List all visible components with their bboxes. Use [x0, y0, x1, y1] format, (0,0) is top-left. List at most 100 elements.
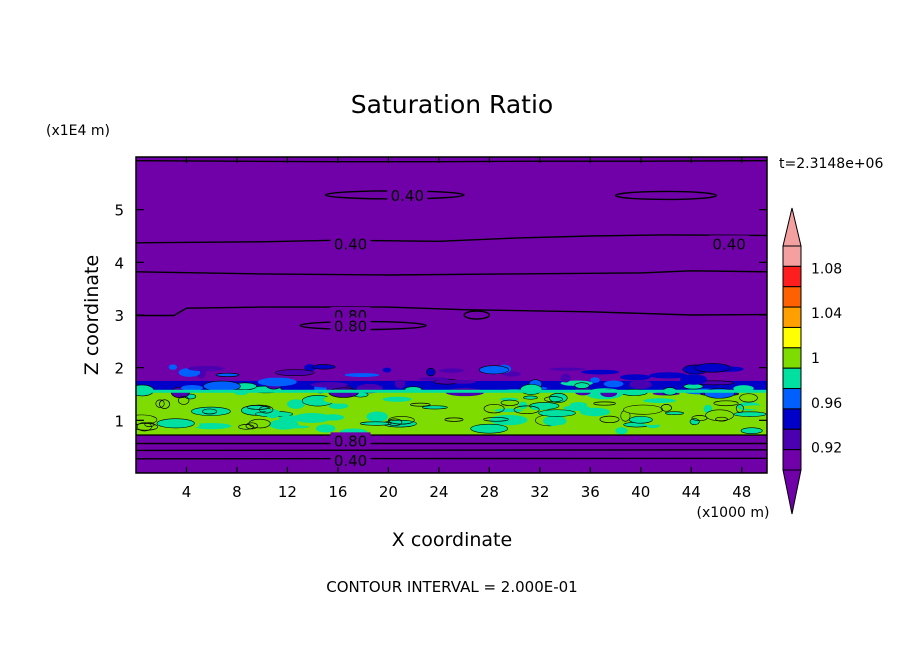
cloud-contour [246, 404, 271, 410]
cloud-patch [569, 402, 588, 408]
x-tick-label: 36 [581, 483, 600, 501]
contour-label: 0.80 [334, 432, 367, 450]
x-unit-label: (x1000 m) [697, 505, 770, 521]
cloud-contour [599, 415, 620, 424]
contour-label-bg [330, 451, 371, 467]
cloud-contour [444, 417, 464, 422]
cloud-patch [257, 377, 297, 387]
cloud-patch [615, 427, 628, 435]
x-tick-label: 24 [429, 483, 448, 501]
y-tick-label: 4 [114, 254, 124, 272]
contour-line-3 [136, 306, 767, 317]
cloud-patch [359, 421, 392, 426]
cloud-patch [269, 419, 299, 430]
band-2 [136, 380, 767, 392]
cloud-patch [418, 377, 450, 381]
x-tick-label: 8 [232, 483, 242, 501]
contour-label: 0.40 [334, 452, 367, 470]
contour-label: 0.40 [391, 187, 424, 205]
x-tick-label: 12 [278, 483, 297, 501]
cloud-patch [436, 392, 447, 402]
colorbar-cell [782, 367, 802, 390]
cloud-patch [733, 411, 767, 417]
colorbar-tick-label: 1 [811, 351, 820, 367]
y-tick-label: 3 [114, 307, 124, 325]
cloud-patch [741, 405, 767, 410]
cloud-top-edge [136, 389, 767, 393]
cloud-patch [470, 423, 509, 434]
cloud-patch [215, 372, 240, 377]
chart-title: Saturation Ratio [351, 90, 553, 119]
contour-label: 0.40 [712, 235, 745, 253]
cloud-contour [155, 399, 165, 408]
cloud-contour [387, 418, 403, 427]
cloud-patch [740, 427, 763, 435]
cloud-patch [691, 423, 717, 435]
cloud-patch [560, 373, 571, 383]
colorbar-cell [782, 347, 802, 369]
cloud-contour [388, 416, 415, 425]
colorbar-cell [782, 286, 802, 308]
cloud-contour [739, 393, 758, 403]
cloud-patch [287, 399, 305, 409]
cloud-patch [623, 404, 664, 415]
colorbar-tick-label: 0.92 [811, 441, 842, 457]
contour-label-bg [330, 235, 371, 251]
cloud-patch [450, 379, 476, 384]
cloud-patch [619, 374, 652, 381]
cloud-contour [544, 396, 563, 403]
cloud-patch [366, 411, 388, 423]
cloud-contour [202, 408, 218, 415]
cloud-patch [489, 414, 528, 426]
contour-interval-footer: CONTOUR INTERVAL = 2.000E-01 [326, 578, 577, 596]
colorbar-tick-label: 0.96 [811, 396, 842, 412]
cloud-patch [310, 382, 348, 388]
cloud-patch [579, 407, 611, 417]
y-axis-title: Z coordinate [81, 255, 103, 375]
colorbar-cell [782, 245, 802, 267]
cloud-patch [703, 404, 713, 413]
contour-line-1 [136, 234, 767, 244]
cloud-contour [500, 399, 519, 406]
x-tick-label: 20 [379, 483, 398, 501]
colorbar: 0.92 0.96 1 1.04 1.08 [782, 207, 842, 515]
cloud-contour [245, 422, 258, 430]
colorbar-over-arrow [782, 207, 802, 247]
time-label: t=2.3148e+06 [779, 156, 883, 172]
color-bands [136, 157, 767, 473]
contour-label-bg [330, 432, 371, 448]
contour-label-bg [330, 317, 371, 333]
band-0 [136, 435, 767, 473]
cloud-patch [680, 396, 692, 404]
contour-loop-3 [463, 310, 491, 320]
y-tick-label: 2 [114, 360, 124, 378]
cloud-patch [255, 422, 271, 433]
plot-area: 0.400.40 0.400.800.800.800.40 [135, 156, 768, 474]
cloud-patch [574, 382, 590, 389]
cloud-patch [156, 418, 195, 429]
cloud-contour [660, 404, 672, 412]
cloud-contour [136, 423, 159, 431]
cloud-contour [713, 400, 739, 407]
cloud-contour [410, 402, 431, 407]
y-tick-label: 5 [114, 202, 124, 220]
colorbar-cell [782, 306, 802, 328]
band-3 [136, 157, 767, 381]
cloud-patch [274, 369, 315, 377]
colorbar-cell [782, 428, 802, 451]
cloud-contour [691, 415, 708, 422]
cloud-patch [382, 367, 392, 373]
x-tick-label: 44 [682, 483, 701, 501]
contour-labels: 0.400.40 0.400.800.800.800.40 [330, 186, 750, 470]
colorbar-tick-label: 1.08 [811, 261, 842, 277]
cloud-patch [549, 393, 568, 403]
cloud-patch [438, 368, 465, 373]
cloud-patch [478, 365, 509, 375]
colorbar-tick-label: 1.04 [811, 306, 842, 322]
cloud-patch [322, 414, 344, 421]
cloud-patch [229, 393, 261, 404]
cloud-patch [643, 398, 676, 404]
y-tick-label: 1 [114, 412, 124, 430]
contour-line-7 [136, 457, 767, 460]
